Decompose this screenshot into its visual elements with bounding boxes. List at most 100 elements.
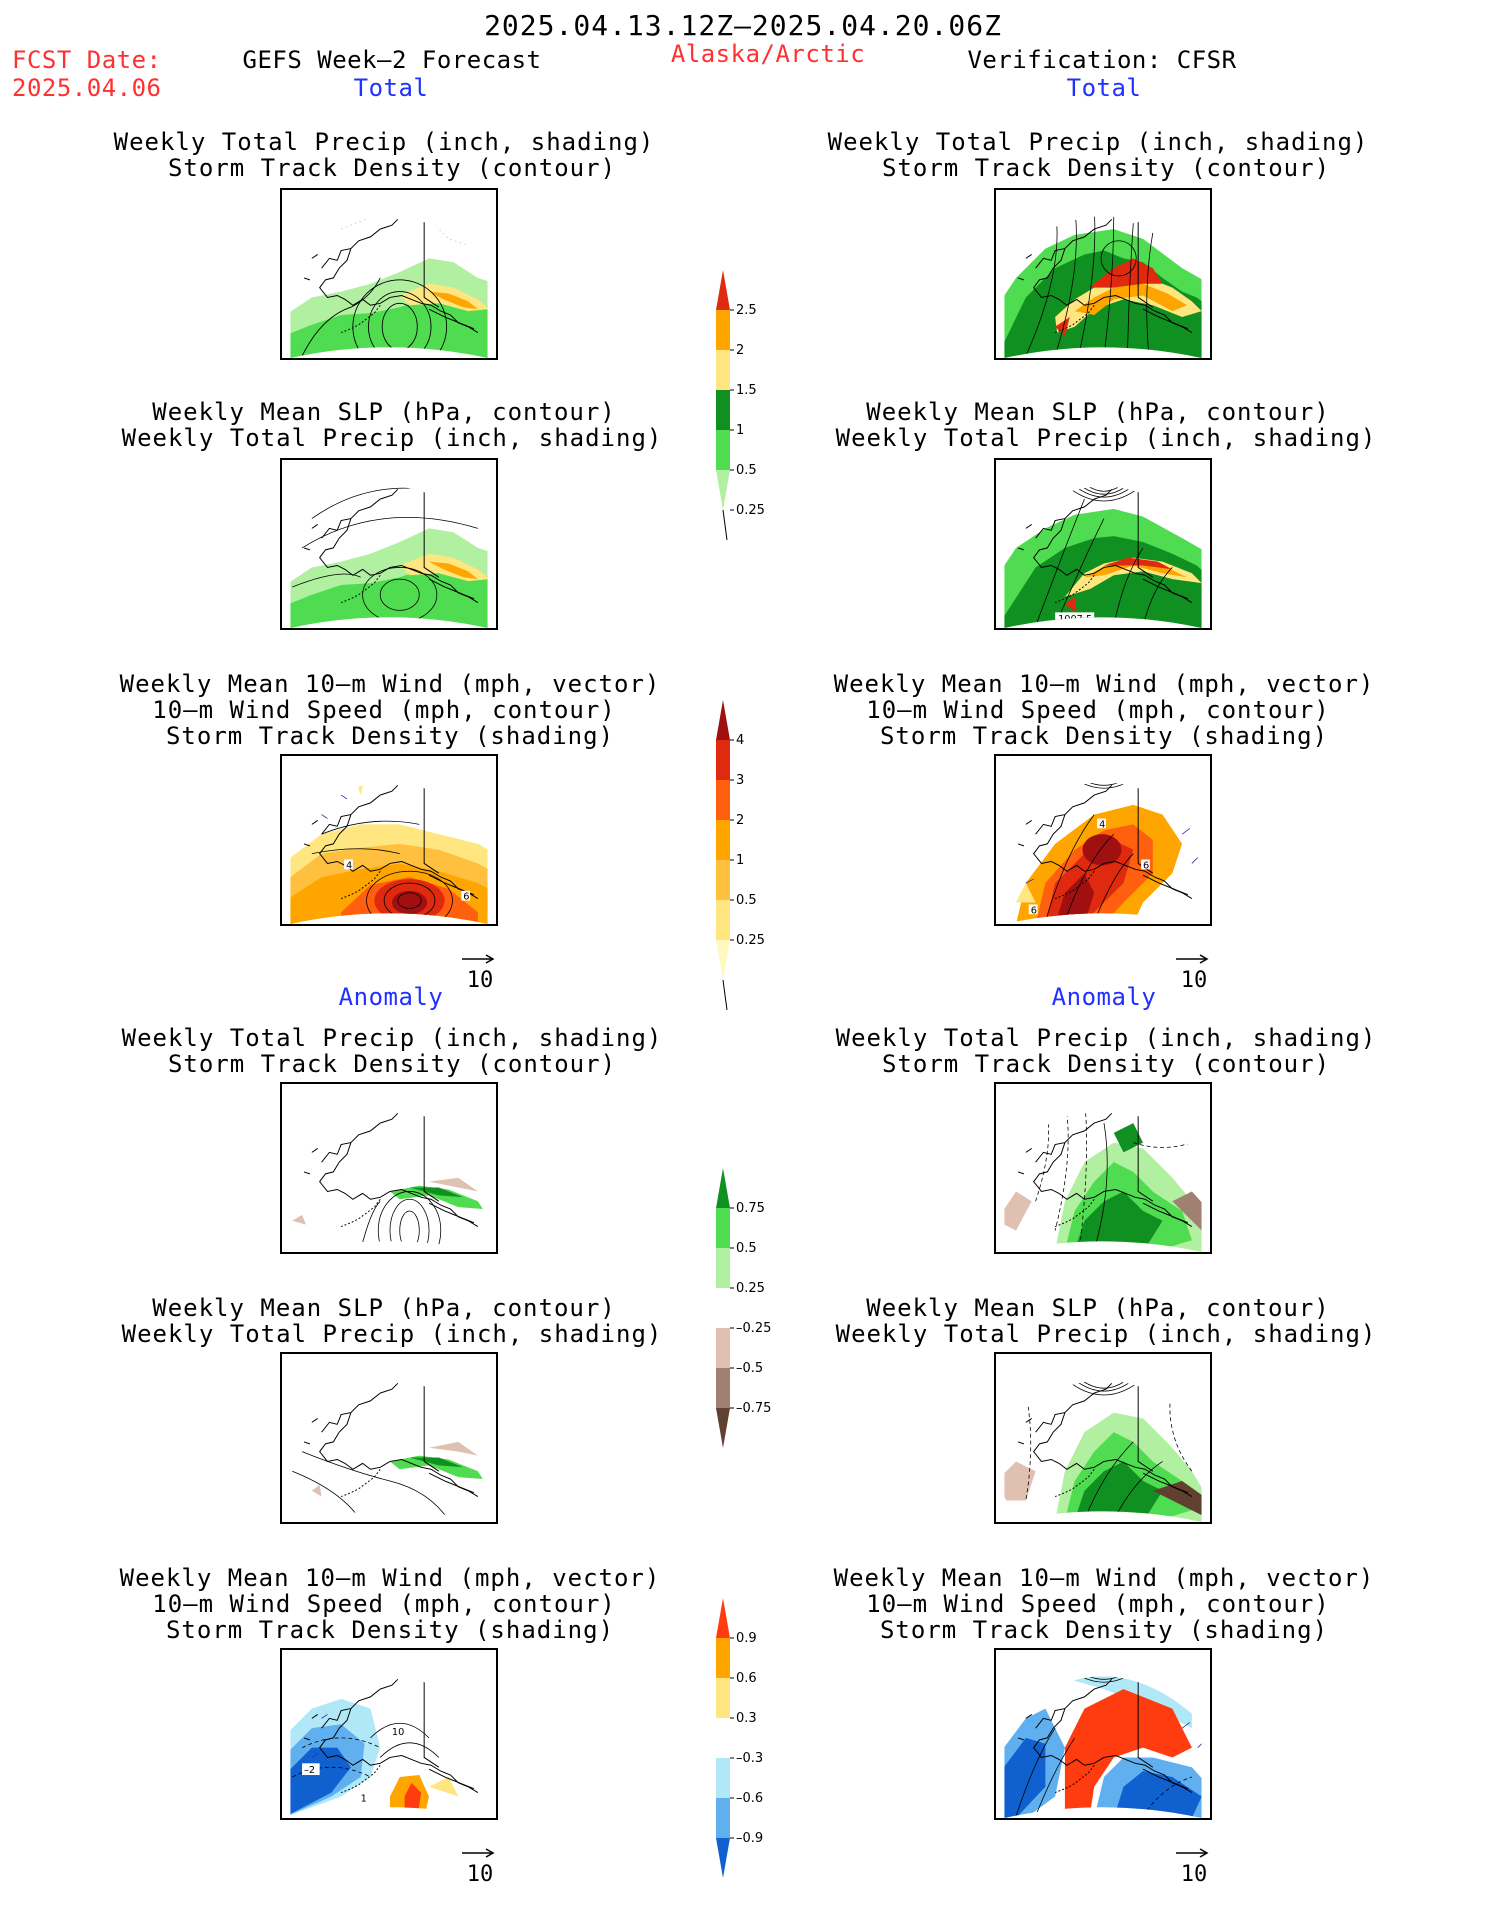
title-r1-right-line2: Storm Track Density (contour) <box>881 154 1331 182</box>
title-r6-left-line3: Storm Track Density (shading) <box>165 1616 615 1644</box>
colorbar-label: 4 <box>736 733 744 748</box>
title-r6-left-line2: 10–m Wind Speed (mph, contour) <box>152 1590 616 1618</box>
colorbar-segment <box>716 390 730 430</box>
map-anom-slp-precip-left <box>280 1352 498 1524</box>
map-total-wind-storm-right: 4 6 6 <box>994 754 1212 926</box>
title-r4-left-line1: Weekly Total Precip (inch, shading) <box>121 1024 663 1052</box>
colorbar-label: 0.25 <box>736 503 765 518</box>
forecast-period: 2025.04.13.12Z–2025.04.20.06Z <box>484 9 1002 42</box>
vector-ref-r3-right: 10 <box>1174 952 1234 993</box>
colorbar-storm-anomaly-svg: 0.9 0.6 0.3 –0.3 –0.6 –0.9 <box>716 1598 763 1878</box>
colorbar-precip-total-svg: 2.5 2 1.5 1 0.5 0.25 <box>716 270 765 541</box>
colorbar-segment <box>716 740 730 780</box>
colorbar-precip-total: 2.5 2 1.5 1 0.5 0.25 <box>712 262 782 552</box>
vector-ref-r3-left: 10 <box>460 952 520 993</box>
colorbar-storm-total-svg: 4 3 2 1 0.5 0.25 <box>716 700 765 1011</box>
map-total-precip-storm-right <box>994 188 1212 360</box>
colorbar-segment <box>716 270 730 310</box>
colorbar-segment <box>716 900 730 940</box>
map-anom-slp-precip-right <box>994 1352 1212 1524</box>
title-r1-left-line2: Storm Track Density (contour) <box>167 154 617 182</box>
colorbar-label: 0.25 <box>736 933 765 948</box>
wind-contour-label-4-right: 4 <box>1099 819 1105 830</box>
colorbar-label: –0.9 <box>736 1831 763 1846</box>
colorbar-segment <box>716 1798 730 1838</box>
colorbar-segment <box>716 1598 730 1638</box>
colorbar-label: 0.75 <box>736 1201 765 1216</box>
section-anomaly-right: Anomaly <box>1051 983 1157 1011</box>
colorbar-segment <box>716 1718 730 1758</box>
title-r5-left-line1: Weekly Mean SLP (hPa, contour) <box>152 1294 616 1322</box>
title-r4-right-line2: Storm Track Density (contour) <box>881 1050 1331 1078</box>
wind-contour-label-6a-right: 6 <box>1031 905 1037 916</box>
colorbar-segment <box>716 1838 730 1878</box>
colorbar-label: 0.25 <box>736 1281 765 1296</box>
colorbar-label: –0.3 <box>736 1751 763 1766</box>
map-total-precip-storm-left <box>280 188 498 360</box>
map-anom-wind-storm-right <box>994 1648 1212 1820</box>
title-r3-right-line3: Storm Track Density (shading) <box>879 722 1329 750</box>
wind-contour-label-6: 6 <box>463 892 469 903</box>
map-total-wind-storm-left: 4 6 <box>280 754 498 926</box>
colorbar-label: 2 <box>736 813 744 828</box>
title-r3-left-line1: Weekly Mean 10–m Wind (mph, vector) <box>119 670 661 698</box>
colorbar-segment <box>716 1678 730 1718</box>
section-anomaly-left: Anomaly <box>338 983 444 1011</box>
colorbar-precip-anomaly-svg: 0.75 0.5 0.25 –0.25 –0.5 –0.75 <box>716 1168 771 1448</box>
title-r4-right-line1: Weekly Total Precip (inch, shading) <box>835 1024 1377 1052</box>
colorbar-segment <box>716 1408 730 1448</box>
title-r2-right-line2: Weekly Total Precip (inch, shading) <box>835 424 1377 452</box>
title-r1-left-line1: Weekly Total Precip (inch, shading) <box>113 128 655 156</box>
colorbar-label: 2 <box>736 343 744 358</box>
section-total-right: Total <box>1066 74 1142 102</box>
title-r1-right-line1: Weekly Total Precip (inch, shading) <box>827 128 1369 156</box>
colorbar-segment <box>716 1638 730 1678</box>
colorbar-label: 1 <box>736 423 744 438</box>
colorbar-tail <box>722 509 728 541</box>
colorbar-label: –0.5 <box>736 1361 763 1376</box>
map-anom-wind-storm-left: –2 1 10 <box>280 1648 498 1820</box>
colorbar-label: 1.5 <box>736 383 757 398</box>
vector-ref-r6-left: 10 <box>460 1846 520 1887</box>
title-r6-right-line3: Storm Track Density (shading) <box>879 1616 1329 1644</box>
title-r5-right-line1: Weekly Mean SLP (hPa, contour) <box>866 1294 1330 1322</box>
colorbar-tail <box>722 979 728 1011</box>
colorbar-segment <box>716 350 730 390</box>
vector-ref-value: 10 <box>1180 968 1208 993</box>
title-r3-left-line2: 10–m Wind Speed (mph, contour) <box>152 696 616 724</box>
colorbar-segment <box>716 700 730 740</box>
colorbar-label: 0.3 <box>736 1711 757 1726</box>
vector-ref-value: 10 <box>466 1862 494 1887</box>
colorbar-segment <box>716 1248 730 1288</box>
title-r6-right-line2: 10–m Wind Speed (mph, contour) <box>866 1590 1330 1618</box>
vector-ref-value: 10 <box>466 968 494 993</box>
map-anom-precip-storm-right <box>994 1082 1212 1254</box>
title-r2-right-line1: Weekly Mean SLP (hPa, contour) <box>866 398 1330 426</box>
colorbar-segment <box>716 1168 730 1208</box>
map-total-slp-precip-left <box>280 458 498 630</box>
model-title: GEFS Week–2 Forecast <box>242 46 542 74</box>
anom-wind-label-1: 1 <box>361 1793 367 1804</box>
colorbar-segment <box>716 1758 730 1798</box>
title-r3-left-line3: Storm Track Density (shading) <box>165 722 615 750</box>
wind-contour-label-4: 4 <box>346 860 352 871</box>
colorbar-segment <box>716 1288 730 1328</box>
colorbar-segment <box>716 940 730 980</box>
colorbar-label: 0.6 <box>736 1671 757 1686</box>
colorbar-segment <box>716 820 730 860</box>
fcst-date-label: FCST Date: <box>12 46 162 74</box>
colorbar-segment <box>716 430 730 470</box>
anom-wind-label-neg2: –2 <box>304 1765 315 1776</box>
colorbar-label: –0.75 <box>736 1401 771 1416</box>
map-anom-precip-storm-left <box>280 1082 498 1254</box>
title-r4-left-line2: Storm Track Density (contour) <box>167 1050 617 1078</box>
wind-contour-label-6b-right: 6 <box>1143 860 1149 871</box>
colorbar-segment <box>716 310 730 350</box>
colorbar-storm-anomaly: 0.9 0.6 0.3 –0.3 –0.6 –0.9 <box>712 1590 802 1880</box>
colorbar-segment <box>716 470 730 510</box>
verification-title: Verification: CFSR <box>967 46 1237 74</box>
colorbar-precip-anomaly: 0.75 0.5 0.25 –0.25 –0.5 –0.75 <box>712 1160 802 1450</box>
colorbar-label: 1 <box>736 853 744 868</box>
colorbar-segment <box>716 1368 730 1408</box>
title-r2-left-line2: Weekly Total Precip (inch, shading) <box>121 424 663 452</box>
